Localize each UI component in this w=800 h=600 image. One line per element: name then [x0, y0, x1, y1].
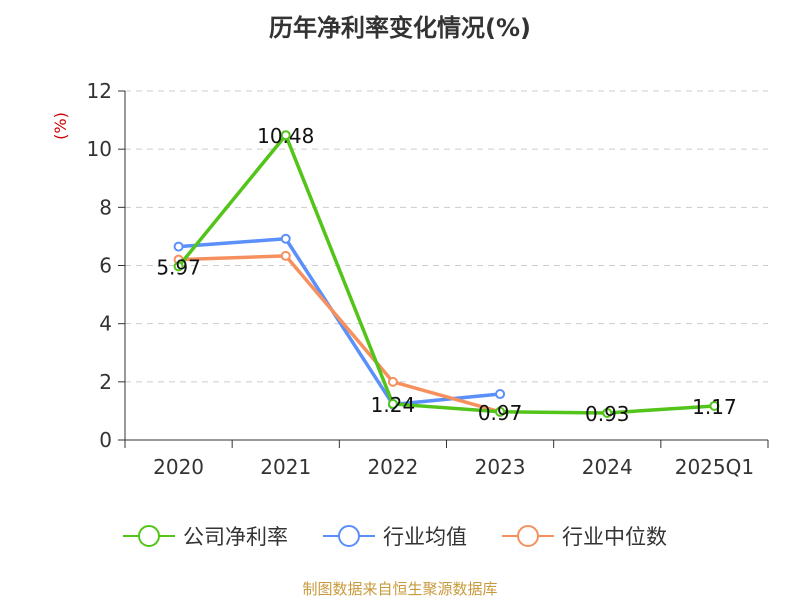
- data-point: [173, 241, 184, 252]
- x-tick-label: 2022: [367, 455, 418, 479]
- axes: 0 2 4 6 8 10 12 2020 2021 2022 2023 2024 2025Q1: [87, 79, 769, 479]
- legend-label: 行业中位数: [562, 525, 667, 549]
- y-tick-label: 0: [99, 428, 112, 452]
- data-point: [280, 233, 291, 244]
- data-label: 5.97: [156, 255, 201, 279]
- data-label: 0.93: [585, 402, 630, 426]
- data-point: [602, 407, 613, 418]
- data-point: [173, 261, 184, 272]
- legend-label: 行业均值: [383, 525, 467, 549]
- source-note: 制图数据来自恒生聚源数据库: [302, 580, 498, 598]
- series-line: [178, 254, 501, 414]
- y-tick-label: 4: [99, 312, 112, 336]
- chart-title: 历年净利率变化情况(%): [269, 14, 531, 42]
- data-label: 1.17: [692, 395, 737, 419]
- legend-marker: [338, 525, 360, 547]
- series-line: [177, 133, 715, 415]
- data-point: [280, 130, 291, 141]
- data-labels: 5.97 10.48 1.24 0.97 0.93 1.17: [156, 124, 736, 426]
- x-tick-label: 2025Q1: [675, 455, 754, 479]
- series: [173, 130, 720, 418]
- x-tick-label: 2023: [475, 455, 526, 479]
- data-point: [495, 406, 506, 417]
- x-tick-label: 2021: [260, 455, 311, 479]
- legend: 公司净利率 行业均值 行业中位数: [123, 525, 667, 549]
- data-point: [709, 400, 720, 411]
- x-tick-label: 2024: [582, 455, 633, 479]
- data-point: [387, 398, 398, 409]
- x-tick-label: 2020: [153, 455, 204, 479]
- y-tick-label: 6: [99, 254, 112, 278]
- data-point: [495, 389, 506, 400]
- legend-label: 公司净利率: [183, 525, 288, 549]
- legend-marker: [517, 525, 539, 547]
- y-tick-label: 12: [87, 79, 112, 103]
- data-label: 1.24: [371, 393, 416, 417]
- legend-marker: [138, 525, 160, 547]
- grid-lines: [125, 90, 768, 383]
- data-label: 10.48: [257, 124, 314, 148]
- y-tick-label: 10: [87, 137, 112, 161]
- data-point: [280, 250, 291, 261]
- y-tick-label: 2: [99, 370, 112, 394]
- y-tick-label: 8: [99, 195, 112, 219]
- y-axis-label: (%): [51, 112, 70, 140]
- data-point: [387, 376, 398, 387]
- data-label: 0.97: [478, 401, 523, 425]
- series-line: [178, 236, 501, 407]
